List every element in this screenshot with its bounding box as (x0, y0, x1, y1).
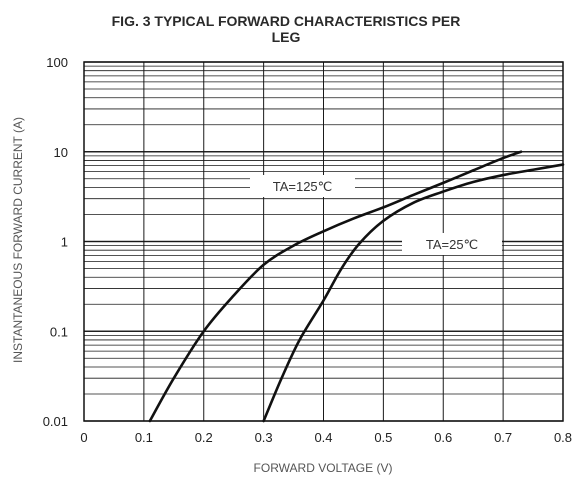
chart-title-line-2: LEG (272, 29, 301, 45)
series-group (148, 150, 565, 423)
y-tick-label: 0.1 (50, 324, 68, 339)
annotation-box (402, 233, 502, 255)
y-tick-label: 0.01 (43, 414, 68, 429)
chart-title-line-1: FIG. 3 TYPICAL FORWARD CHARACTERISTICS P… (112, 13, 461, 29)
y-tick-label: 100 (46, 55, 68, 70)
x-tick-label: 0.2 (195, 430, 213, 445)
annotation-label: TA=25℃ (426, 237, 478, 252)
x-tick-label: 0 (80, 430, 87, 445)
annotation-label: TA=125℃ (273, 179, 333, 194)
x-tick-label: 0.5 (374, 430, 392, 445)
y-tick-label: 1 (61, 235, 68, 250)
series-line-ta125 (148, 150, 523, 423)
annotations-group: TA=125℃ TA=25℃ (250, 175, 502, 255)
y-tick-label: 10 (54, 145, 68, 160)
x-tick-label: 0.7 (494, 430, 512, 445)
y-axis-label: INSTANTANEOUS FORWARD CURRENT (A) (11, 117, 25, 363)
x-tick-label: 0.4 (314, 430, 332, 445)
x-tick-label: 0.8 (554, 430, 572, 445)
x-tick-label: 0.6 (434, 430, 452, 445)
grid (83, 61, 564, 422)
plot-frame (83, 61, 564, 422)
series-line-ta25 (262, 163, 565, 423)
x-tick-label: 0.1 (135, 430, 153, 445)
y-tick-labels: 0.01 0.1 1 10 100 (43, 55, 68, 429)
annotation-box (250, 175, 355, 197)
x-axis-label: FORWARD VOLTAGE (V) (254, 461, 393, 475)
x-tick-labels: 0 0.1 0.2 0.3 0.4 0.5 0.6 0.7 0.8 (80, 430, 572, 445)
x-tick-label: 0.3 (255, 430, 273, 445)
